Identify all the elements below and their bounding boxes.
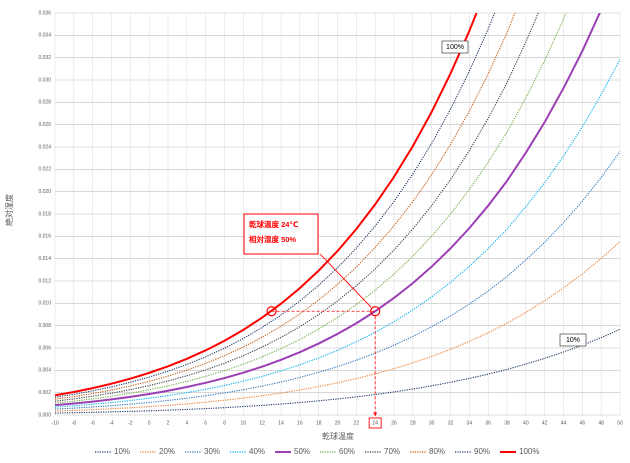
x-tick-label: 48 xyxy=(598,420,604,426)
line-label-box xyxy=(559,333,587,347)
annotation-text: 相対湿度 50% xyxy=(249,234,296,244)
y-tick-label: 0.014 xyxy=(38,256,51,262)
x-axis-title: 乾球温度 xyxy=(322,431,354,441)
x-tick-label: 10 xyxy=(241,420,247,426)
y-tick-label: 0.010 xyxy=(38,301,51,307)
x-tick-label: -6 xyxy=(90,420,95,426)
x-tick-label: 12 xyxy=(259,420,265,426)
series-line xyxy=(55,241,620,412)
x-tick-label: 18 xyxy=(316,420,322,426)
x-tick-label: -8 xyxy=(72,420,77,426)
x-tick-label: 2 xyxy=(167,420,170,426)
x-tick-label: 0 xyxy=(148,420,151,426)
y-tick-label: 0.012 xyxy=(38,278,51,284)
x-tick-label: 26 xyxy=(391,420,397,426)
marker-circle xyxy=(266,306,277,317)
legend-label: 50% xyxy=(294,447,310,456)
y-tick-label: 0.002 xyxy=(38,390,51,396)
series-line xyxy=(55,328,620,414)
y-tick-label: 0.008 xyxy=(38,323,51,329)
x-tick-label: 30 xyxy=(429,420,435,426)
x-tick-highlight xyxy=(368,417,382,429)
x-tick-label: 16 xyxy=(297,420,303,426)
y-tick-label: 0.016 xyxy=(38,234,51,240)
y-tick-label: 0.022 xyxy=(38,167,51,173)
y-tick-label: 0.034 xyxy=(38,33,51,39)
y-tick-label: 0.032 xyxy=(38,55,51,61)
x-tick-label: 28 xyxy=(410,420,416,426)
y-tick-label: 0.004 xyxy=(38,368,51,374)
series-line xyxy=(55,13,567,404)
legend-label: 30% xyxy=(204,447,220,456)
line-label-box xyxy=(441,40,469,54)
series-line xyxy=(55,13,601,407)
x-tick-label: 14 xyxy=(278,420,284,426)
x-tick-label: 34 xyxy=(467,420,473,426)
legend-label: 70% xyxy=(384,447,400,456)
line-label: 10% xyxy=(566,337,580,344)
y-tick-label: 0.028 xyxy=(38,100,51,106)
series-line xyxy=(55,13,478,397)
x-tick-label: 24 xyxy=(372,420,378,426)
line-label: 100% xyxy=(446,44,464,51)
x-tick-label: -4 xyxy=(109,420,114,426)
y-axis-title: 絶対湿度 xyxy=(4,194,14,226)
x-tick-label: 42 xyxy=(542,420,548,426)
annotation-text: 乾球温度 24℃ xyxy=(249,219,299,229)
x-tick-label: 20 xyxy=(335,420,341,426)
series-line xyxy=(55,13,539,402)
x-tick-label: -10 xyxy=(51,420,58,426)
x-tick-label: 6 xyxy=(204,420,207,426)
legend-label: 60% xyxy=(339,447,355,456)
series-line xyxy=(55,13,496,398)
series-line xyxy=(55,13,516,400)
y-tick-label: 0.000 xyxy=(38,412,51,418)
legend-label: 100% xyxy=(519,447,539,456)
y-tick-label: 0.036 xyxy=(38,10,51,16)
x-tick-label: 50 xyxy=(617,420,623,426)
x-tick-label: 38 xyxy=(504,420,510,426)
x-tick-label: 36 xyxy=(485,420,491,426)
annotation-arrow xyxy=(319,253,372,308)
legend-label: 40% xyxy=(249,447,265,456)
grid: 0.000 0.002 0.004 0.006 0.008 0.010 0.012 0.014… xyxy=(38,10,623,426)
x-tick-label: -2 xyxy=(128,420,133,426)
series-line xyxy=(55,59,620,408)
y-tick-label: 0.024 xyxy=(38,144,51,150)
legend-label: 10% xyxy=(114,447,130,456)
legend-label: 20% xyxy=(159,447,175,456)
x-tick-label: 44 xyxy=(561,420,567,426)
x-tick-label: 32 xyxy=(448,420,454,426)
y-tick-label: 0.006 xyxy=(38,345,51,351)
y-tick-label: 0.030 xyxy=(38,77,51,83)
y-tick-label: 0.018 xyxy=(38,211,51,217)
x-tick-label: 22 xyxy=(354,420,360,426)
x-tick-label: 46 xyxy=(580,420,586,426)
x-tick-label: 8 xyxy=(223,420,226,426)
marker-circle xyxy=(370,306,381,317)
x-tick-label: 40 xyxy=(523,420,529,426)
y-tick-label: 0.020 xyxy=(38,189,51,195)
annotation-layer: 100% 10% 乾球温度 24℃ 相対湿度 50% xyxy=(243,40,587,429)
plot-lines xyxy=(55,13,620,414)
y-tick-label: 0.026 xyxy=(38,122,51,128)
legend: 10% 20% 30% 40% 50% 60% 70% 80% 90% 100% xyxy=(95,447,539,456)
legend-label: 80% xyxy=(429,447,445,456)
x-tick-label: 4 xyxy=(185,420,188,426)
annotation-box xyxy=(243,213,319,255)
legend-label: 90% xyxy=(474,447,490,456)
series-line xyxy=(55,151,620,410)
